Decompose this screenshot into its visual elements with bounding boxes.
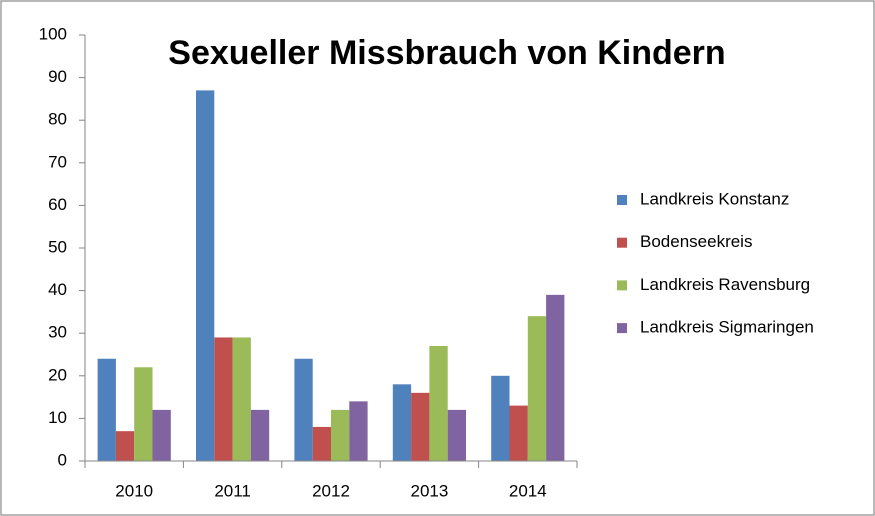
bar: [429, 345, 448, 461]
bar: [491, 375, 510, 461]
bar: [509, 405, 528, 461]
y-tick-label: 0: [58, 450, 67, 469]
bar: [115, 431, 135, 461]
y-tick-label: 10: [48, 408, 67, 427]
bar: [196, 90, 215, 461]
x-tick-label: 2014: [509, 481, 547, 500]
bar: [250, 409, 270, 461]
legend-swatch: [617, 280, 627, 291]
y-tick-label: 50: [48, 237, 67, 256]
bar: [411, 392, 430, 461]
legend-label: Bodenseekreis: [640, 232, 752, 251]
legend-swatch: [617, 195, 627, 205]
x-tick-label: 2013: [410, 481, 448, 500]
bar: [392, 384, 412, 461]
x-tick-label: 2011: [214, 481, 251, 500]
legend-label: Landkreis Konstanz: [640, 189, 789, 208]
bar: [349, 401, 368, 461]
y-tick-label: 60: [48, 195, 67, 214]
x-tick-label: 2012: [312, 481, 350, 500]
legend-swatch: [617, 237, 627, 248]
bar: [152, 409, 171, 461]
bar: [134, 367, 153, 461]
bar: [312, 426, 331, 461]
y-tick-label: 80: [48, 110, 67, 129]
bar: [527, 316, 547, 461]
bar: [546, 294, 565, 461]
y-tick-label: 70: [48, 152, 67, 171]
legend-label: Landkreis Ravensburg: [640, 275, 810, 294]
y-tick-label: 100: [39, 24, 67, 43]
y-tick-label: 20: [48, 365, 67, 384]
y-tick-label: 30: [48, 323, 67, 342]
legend-swatch: [617, 323, 627, 334]
x-tick-label: 2010: [115, 481, 153, 500]
bar: [214, 337, 233, 461]
legend-label: Landkreis Sigmaringen: [640, 318, 814, 337]
chart-title: Sexueller Missbrauch von Kindern: [168, 34, 725, 72]
y-tick-label: 90: [48, 67, 67, 86]
bar: [331, 409, 350, 461]
y-tick-label: 40: [48, 280, 67, 299]
bar: [232, 337, 251, 461]
bar: [97, 358, 116, 461]
bar: [447, 409, 466, 461]
bar: [294, 358, 313, 461]
